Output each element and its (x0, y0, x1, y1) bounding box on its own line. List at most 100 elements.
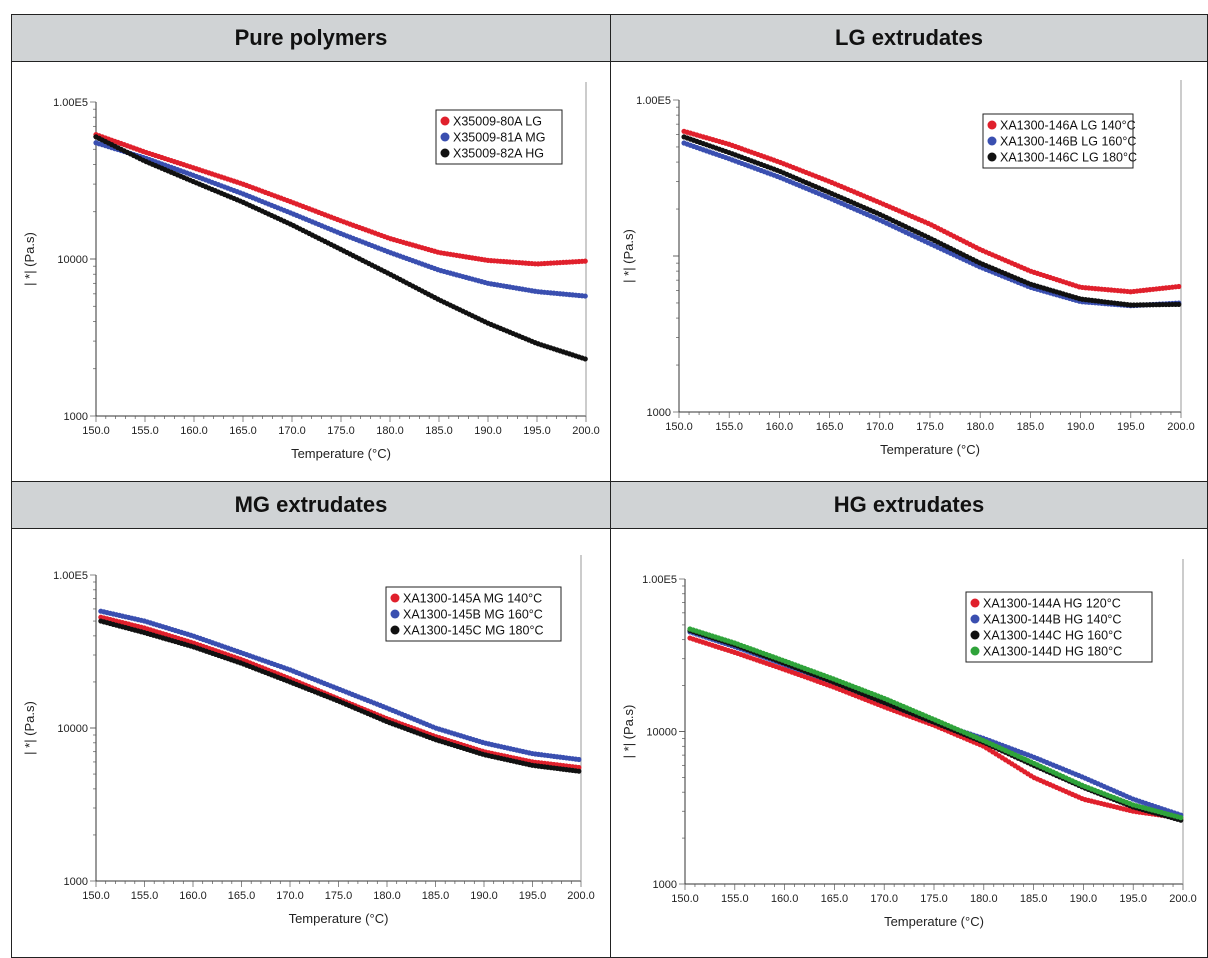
x-tick-label: 200.0 (1169, 893, 1197, 905)
chart-svg: 150.0 155.0 160.0 165.0 170.0 175.0 180.0 185.0… (621, 559, 1197, 929)
data-point (582, 293, 588, 299)
legend-box (435, 109, 563, 165)
y-tick-label: 1.00E5 (53, 97, 88, 109)
x-tick-label: 155.0 (131, 890, 159, 902)
legend-marker (970, 598, 980, 608)
panel-pure-polymers: Pure polymers 150.0 155.0 160.0 165.0 170.0 1… (11, 14, 611, 482)
series-xa1300-144d-hg-180-c (687, 626, 1184, 821)
data-point (582, 258, 588, 264)
legend: XA1300-146A LG 140°C XA1300-146B LG 160°C… (982, 113, 1137, 169)
legend-box (982, 113, 1134, 169)
legend-marker (987, 120, 997, 130)
x-tick-label: 190.0 (1070, 893, 1098, 905)
y-tick-label: 1000 (653, 879, 677, 891)
x-tick-label: 165.0 (228, 890, 256, 902)
y-axis-title: | *| (Pa.s) (621, 229, 636, 283)
series-xa1300-145c-mg-180-c (98, 618, 582, 774)
y-tick-label: 1.00E5 (53, 570, 88, 582)
legend: X35009-80A LG X35009-81A MG X35009-82A HG (435, 109, 563, 165)
x-tick-label: 155.0 (721, 893, 749, 905)
legend-marker (987, 136, 997, 146)
x-tick-label: 195.0 (1119, 893, 1147, 905)
x-tick-label: 200.0 (567, 890, 595, 902)
x-axis-title: Temperature (°C) (289, 911, 389, 926)
x-tick-label: 190.0 (474, 425, 502, 437)
x-tick-label: 175.0 (916, 421, 944, 433)
x-tick-label: 155.0 (715, 421, 743, 433)
y-tick-label: 1.00E5 (642, 574, 677, 586)
legend-label: XA1300-146C LG 180°C (1000, 151, 1137, 165)
x-tick-label: 185.0 (425, 425, 453, 437)
y-tick-label: 1000 (64, 411, 88, 423)
legend-marker (390, 609, 400, 619)
legend-marker (987, 152, 997, 162)
panel-title: MG extrudates (12, 482, 610, 529)
x-axis-title: Temperature (°C) (884, 914, 984, 929)
x-tick-label: 200.0 (572, 425, 600, 437)
x-tick-label: 180.0 (373, 890, 401, 902)
x-tick-label: 185.0 (1017, 421, 1045, 433)
legend-marker (390, 625, 400, 635)
panel-lg-extrudates: LG extrudates 150.0 155.0 160.0 165.0 170.0 1… (610, 14, 1208, 482)
legend-marker (970, 614, 980, 624)
x-tick-label: 165.0 (821, 893, 849, 905)
x-tick-label: 185.0 (422, 890, 450, 902)
y-tick-label: 10000 (646, 727, 677, 739)
x-tick-label: 160.0 (766, 421, 794, 433)
series-x35009-80a-lg (93, 131, 588, 267)
series-xa1300-145b-mg-160-c (98, 608, 582, 763)
legend-label: XA1300-145A MG 140°C (403, 592, 542, 606)
series-xa1300-146c-lg-180-c (681, 134, 1182, 308)
panel-title: Pure polymers (12, 15, 610, 62)
x-tick-label: 175.0 (325, 890, 353, 902)
x-tick-label: 150.0 (665, 421, 693, 433)
legend-label: X35009-81A MG (453, 131, 545, 145)
x-tick-label: 175.0 (327, 425, 355, 437)
x-tick-label: 185.0 (1020, 893, 1048, 905)
y-axis-title: | *| (Pa.s) (621, 705, 636, 759)
x-tick-label: 195.0 (519, 890, 547, 902)
x-tick-label: 195.0 (1117, 421, 1145, 433)
legend-label: XA1300-146B LG 160°C (1000, 135, 1136, 149)
legend-marker (440, 148, 450, 158)
legend-box (965, 591, 1153, 663)
panel-title: HG extrudates (611, 482, 1207, 529)
legend-box (385, 586, 562, 642)
x-tick-label: 170.0 (870, 893, 898, 905)
x-tick-label: 190.0 (1067, 421, 1095, 433)
legend-label: XA1300-145C MG 180°C (403, 624, 544, 638)
panel-mg-extrudates: MG extrudates 150.0 155.0 160.0 165.0 170.0 1… (11, 481, 611, 958)
chart-svg: 150.0 155.0 160.0 165.0 170.0 175.0 180.0 185.0… (22, 82, 600, 461)
y-tick-label: 10000 (57, 723, 88, 735)
x-tick-label: 155.0 (131, 425, 159, 437)
legend-label: X35009-82A HG (453, 147, 544, 161)
x-tick-label: 170.0 (276, 890, 304, 902)
legend-label: XA1300-144B HG 140°C (983, 613, 1121, 627)
y-tick-label: 1000 (647, 407, 671, 419)
legend-label: X35009-80A LG (453, 115, 542, 129)
x-tick-label: 150.0 (671, 893, 699, 905)
y-tick-label: 1000 (64, 876, 88, 888)
chart-svg: 150.0 155.0 160.0 165.0 170.0 175.0 180.0 185.0… (22, 555, 595, 926)
legend-marker (440, 132, 450, 142)
panel-title: LG extrudates (611, 15, 1207, 62)
y-axis-title: | *| (Pa.s) (22, 701, 37, 755)
series-xa1300-146a-lg-140-c (681, 128, 1182, 295)
x-tick-label: 180.0 (966, 421, 994, 433)
data-point (1176, 301, 1182, 307)
legend-marker (970, 646, 980, 656)
data-point (576, 756, 582, 763)
series-x35009-82a-hg (93, 134, 588, 362)
figure-grid: Pure polymers 150.0 155.0 160.0 165.0 170.0 1… (11, 14, 1208, 958)
legend-label: XA1300-146A LG 140°C (1000, 119, 1136, 133)
x-axis-title: Temperature (°C) (291, 446, 391, 461)
legend-label: XA1300-144A HG 120°C (983, 597, 1121, 611)
legend-label: XA1300-145B MG 160°C (403, 608, 543, 622)
x-tick-label: 160.0 (179, 890, 207, 902)
x-tick-label: 150.0 (82, 425, 110, 437)
y-tick-label: 10000 (57, 254, 88, 266)
legend-marker (390, 593, 400, 603)
x-tick-label: 165.0 (229, 425, 257, 437)
x-tick-label: 150.0 (82, 890, 110, 902)
x-tick-label: 160.0 (771, 893, 799, 905)
